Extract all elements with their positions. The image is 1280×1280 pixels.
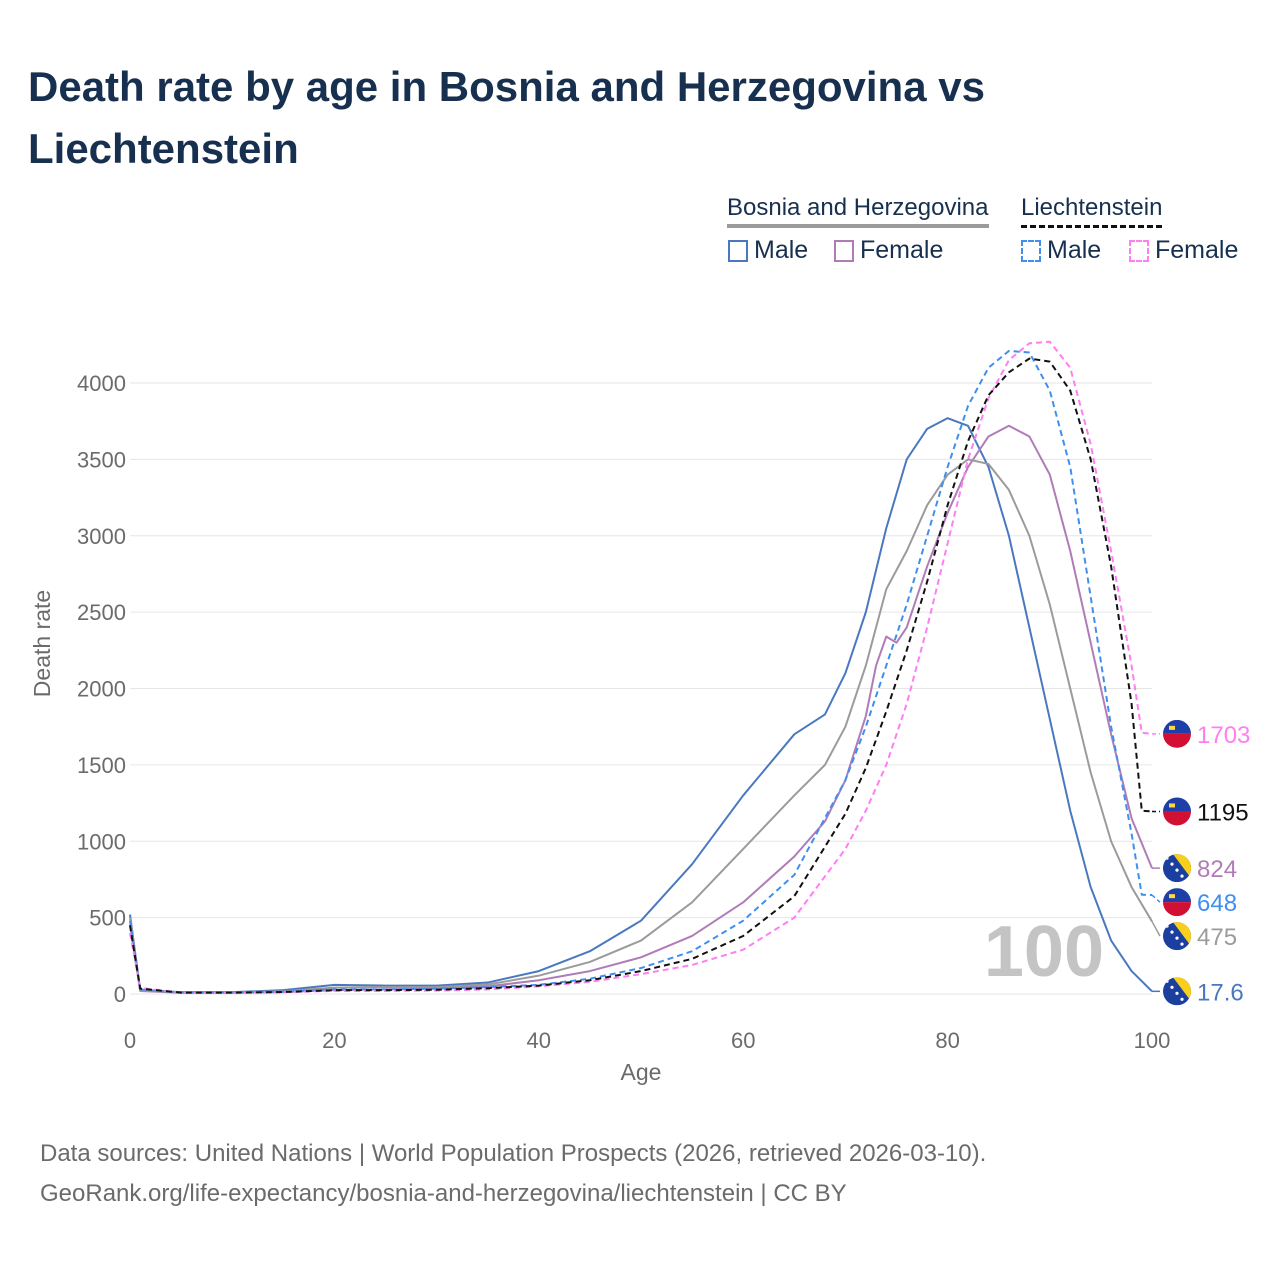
legend-item-bosnia-female[interactable]: Female bbox=[834, 236, 943, 265]
x-tick-label: 0 bbox=[124, 1028, 136, 1053]
legend-item-liechtenstein-male[interactable]: Male bbox=[1021, 236, 1101, 265]
liechtenstein-flag-icon bbox=[1163, 888, 1191, 917]
end-label-liechtenstein-total: 1195 bbox=[1197, 799, 1249, 826]
highlight-age-watermark: 100 bbox=[984, 912, 1104, 992]
y-tick-label: 500 bbox=[89, 906, 126, 931]
y-axis-label: Death rate bbox=[29, 590, 55, 697]
y-tick-label: 4000 bbox=[77, 371, 126, 396]
end-label-bosnia-and-herzegovina-male: 17.6 bbox=[1197, 979, 1244, 1006]
source-line-1: Data sources: United Nations | World Pop… bbox=[40, 1140, 987, 1167]
liechtenstein-flag-icon bbox=[1163, 797, 1191, 826]
legend-swatch-bosnia-female bbox=[834, 239, 854, 262]
bosnia-flag-icon bbox=[1163, 854, 1191, 883]
legend-label-liechtenstein-female: Female bbox=[1155, 236, 1239, 264]
x-tick-label: 100 bbox=[1134, 1028, 1171, 1053]
legend-group-liechtenstein-label: Liechtenstein bbox=[1021, 194, 1163, 221]
x-axis-ticks: 0 20 40 60 80 100 bbox=[124, 1028, 1170, 1053]
legend-group-bosnia-label: Bosnia and Herzegovina bbox=[727, 194, 989, 221]
legend-group-liechtenstein-underline bbox=[1021, 225, 1163, 228]
series-line-bosnia-and-herzegovina-total[interactable] bbox=[129, 458, 1153, 994]
legend-item-liechtenstein-female[interactable]: Female bbox=[1129, 236, 1238, 265]
chart-title: Death rate by age in Bosnia and Herzegov… bbox=[28, 63, 985, 172]
source-line-2[interactable]: GeoRank.org/life-expectancy/bosnia-and-h… bbox=[40, 1180, 847, 1207]
x-tick-label: 20 bbox=[322, 1028, 346, 1053]
end-labels: 17.6 824 475 648 1703 1195 bbox=[1151, 719, 1250, 1006]
y-tick-label: 0 bbox=[114, 982, 126, 1007]
series-line-liechtenstein-male[interactable] bbox=[129, 349, 1153, 994]
x-tick-label: 60 bbox=[731, 1028, 755, 1053]
end-label-bosnia-and-herzegovina-female: 824 bbox=[1197, 856, 1237, 883]
series-line-bosnia-and-herzegovina-female[interactable] bbox=[129, 424, 1153, 994]
y-tick-label: 3500 bbox=[77, 447, 126, 472]
x-tick-label: 80 bbox=[935, 1028, 959, 1053]
series-line-bosnia-and-herzegovina-male[interactable] bbox=[129, 417, 1153, 994]
bosnia-flag-icon bbox=[1163, 922, 1191, 951]
legend-swatch-liechtenstein-female bbox=[1129, 239, 1149, 262]
y-tick-label: 2500 bbox=[77, 600, 126, 625]
end-connector-liechtenstein-male bbox=[1151, 894, 1161, 903]
legend-label-liechtenstein-male: Male bbox=[1047, 236, 1102, 264]
x-axis-label: Age bbox=[621, 1059, 662, 1085]
end-label-liechtenstein-male: 648 bbox=[1197, 890, 1237, 917]
series-line-liechtenstein-female[interactable] bbox=[129, 340, 1153, 994]
end-label-bosnia-and-herzegovina-total: 475 bbox=[1197, 924, 1237, 951]
legend-group-bosnia[interactable]: Bosnia and Herzegovina bbox=[727, 194, 989, 228]
end-label-liechtenstein-female: 1703 bbox=[1197, 722, 1250, 749]
legend-group-liechtenstein[interactable]: Liechtenstein bbox=[1021, 194, 1163, 228]
liechtenstein-flag-icon bbox=[1163, 719, 1191, 748]
y-tick-label: 3000 bbox=[77, 524, 126, 549]
y-tick-label: 1000 bbox=[77, 829, 126, 854]
bosnia-flag-icon bbox=[1163, 977, 1191, 1006]
series-lines bbox=[129, 340, 1153, 994]
y-axis-ticks: 0 500 1000 1500 2000 2500 3000 3500 4000 bbox=[77, 371, 126, 1007]
legend-label-bosnia-female: Female bbox=[860, 236, 944, 264]
death-rate-chart: 0 500 1000 1500 2000 2500 3000 3500 4000 0 20 40 60… bbox=[29, 340, 1250, 1085]
y-tick-label: 1500 bbox=[77, 753, 126, 778]
y-tick-label: 2000 bbox=[77, 677, 126, 702]
legend-label-bosnia-male: Male bbox=[754, 236, 809, 264]
grid-lines bbox=[130, 382, 1152, 995]
legend-item-bosnia-male[interactable]: Male bbox=[728, 236, 808, 265]
legend-swatch-liechtenstein-male bbox=[1021, 239, 1041, 262]
series-line-liechtenstein-total[interactable] bbox=[129, 357, 1153, 994]
legend-swatch-bosnia-male bbox=[728, 239, 748, 262]
x-tick-label: 40 bbox=[527, 1028, 551, 1053]
legend-group-bosnia-underline bbox=[727, 224, 989, 228]
end-connector-bosnia-and-herzegovina-total bbox=[1151, 921, 1161, 937]
